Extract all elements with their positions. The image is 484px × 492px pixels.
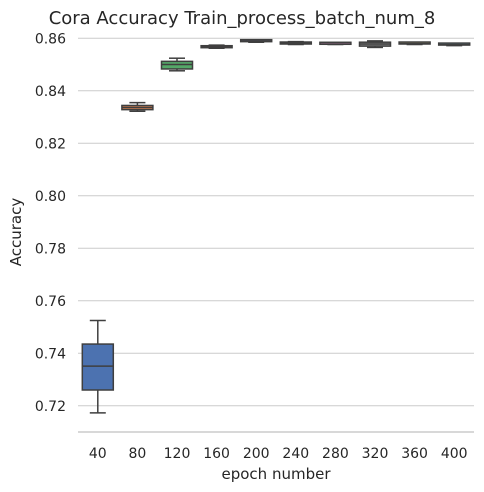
box-360 bbox=[398, 41, 431, 46]
box-80 bbox=[121, 101, 154, 112]
x-tick-label: 160 bbox=[203, 446, 230, 462]
y-tick-label: 0.72 bbox=[35, 399, 66, 415]
y-tick-label: 0.78 bbox=[35, 241, 66, 257]
box-120 bbox=[160, 57, 194, 72]
box-40 bbox=[81, 319, 115, 414]
x-axis-label: epoch number bbox=[222, 465, 332, 483]
x-tick-label: 200 bbox=[243, 446, 270, 462]
box-iqr bbox=[81, 343, 115, 391]
y-tick-label: 0.76 bbox=[35, 294, 66, 310]
x-tick-label: 320 bbox=[362, 446, 389, 462]
y-tick-label: 0.86 bbox=[35, 31, 66, 47]
x-tick-labels: 40 80 120 160 200 240 280 320 360 400 bbox=[89, 446, 468, 462]
box-400 bbox=[437, 42, 471, 47]
box-240 bbox=[279, 40, 313, 46]
x-tick-label: 80 bbox=[128, 446, 146, 462]
x-tick-label: 400 bbox=[441, 446, 468, 462]
y-tick-label: 0.74 bbox=[35, 346, 66, 362]
y-tick-label: 0.84 bbox=[35, 84, 66, 100]
x-tick-label: 240 bbox=[282, 446, 309, 462]
box-160 bbox=[200, 44, 233, 49]
y-axis-label: Accuracy bbox=[7, 198, 25, 267]
x-tick-label: 280 bbox=[322, 446, 349, 462]
x-tick-label: 40 bbox=[89, 446, 107, 462]
box-280 bbox=[319, 41, 352, 46]
x-tick-label: 360 bbox=[401, 446, 428, 462]
y-tick-label: 0.82 bbox=[35, 136, 66, 152]
box-320 bbox=[358, 40, 392, 49]
x-tick-label: 120 bbox=[164, 446, 191, 462]
box-200 bbox=[239, 38, 273, 43]
gridlines bbox=[78, 37, 474, 407]
boxes bbox=[81, 38, 471, 414]
chart-title: Cora Accuracy Train_process_batch_num_8 bbox=[49, 8, 436, 29]
y-tick-labels: 0.72 0.74 0.76 0.78 0.80 0.82 0.84 0.86 bbox=[35, 31, 66, 415]
y-tick-label: 0.80 bbox=[35, 189, 66, 205]
